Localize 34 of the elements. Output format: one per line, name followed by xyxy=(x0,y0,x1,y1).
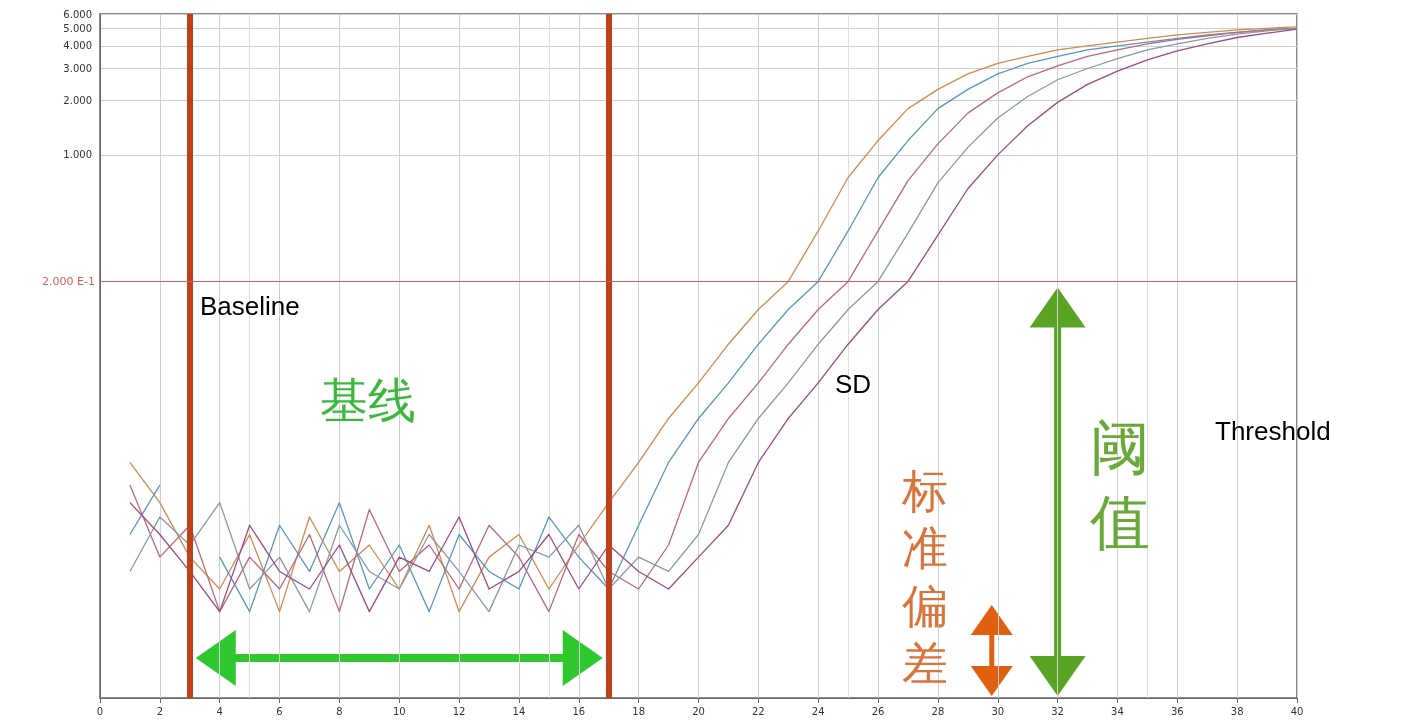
x-tick-label: 16 xyxy=(572,705,586,717)
x-tick-label: 6 xyxy=(276,705,283,717)
x-tick-label: 0 xyxy=(96,705,104,717)
annotation: 基线 xyxy=(320,374,416,428)
y-tick-label: 6.000 xyxy=(63,8,92,20)
x-tick-label: 22 xyxy=(751,705,765,717)
x-tick-label: 34 xyxy=(1111,705,1124,717)
y-tick-label: 2.000 xyxy=(63,94,92,106)
ref-line-label: 2.000 E-1 xyxy=(42,274,95,288)
x-tick-label: 28 xyxy=(931,705,945,717)
x-tick-label: 8 xyxy=(336,705,343,717)
x-tick-label: 32 xyxy=(1051,705,1064,717)
annotation: 阈值 xyxy=(1090,414,1150,556)
y-tick-label: 1.000 xyxy=(63,149,92,161)
x-tick-label: 4 xyxy=(216,705,223,717)
annotation: Threshold xyxy=(1215,415,1331,446)
annotation: SD xyxy=(835,368,872,399)
x-tick-label: 36 xyxy=(1170,705,1184,717)
y-tick-label: 4.000 xyxy=(63,40,92,52)
x-tick-label: 14 xyxy=(512,705,526,717)
x-tick-label: 18 xyxy=(632,705,646,717)
x-tick-label: 26 xyxy=(871,705,885,717)
y-tick-label: 3.000 xyxy=(63,63,92,74)
x-tick-label: 12 xyxy=(452,705,466,717)
x-tick-label: 30 xyxy=(991,705,1005,717)
x-tick-label: 2 xyxy=(156,705,164,717)
x-tick-label: 38 xyxy=(1230,705,1244,717)
x-tick-label: 20 xyxy=(692,705,705,717)
x-tick-label: 40 xyxy=(1290,705,1304,717)
x-tick-label: 24 xyxy=(811,705,825,717)
y-tick-label: 5.000 xyxy=(63,22,92,34)
annotation: Baseline xyxy=(200,290,300,321)
x-tick-label: 10 xyxy=(392,705,406,717)
annotation: 标准偏差 xyxy=(901,464,948,690)
